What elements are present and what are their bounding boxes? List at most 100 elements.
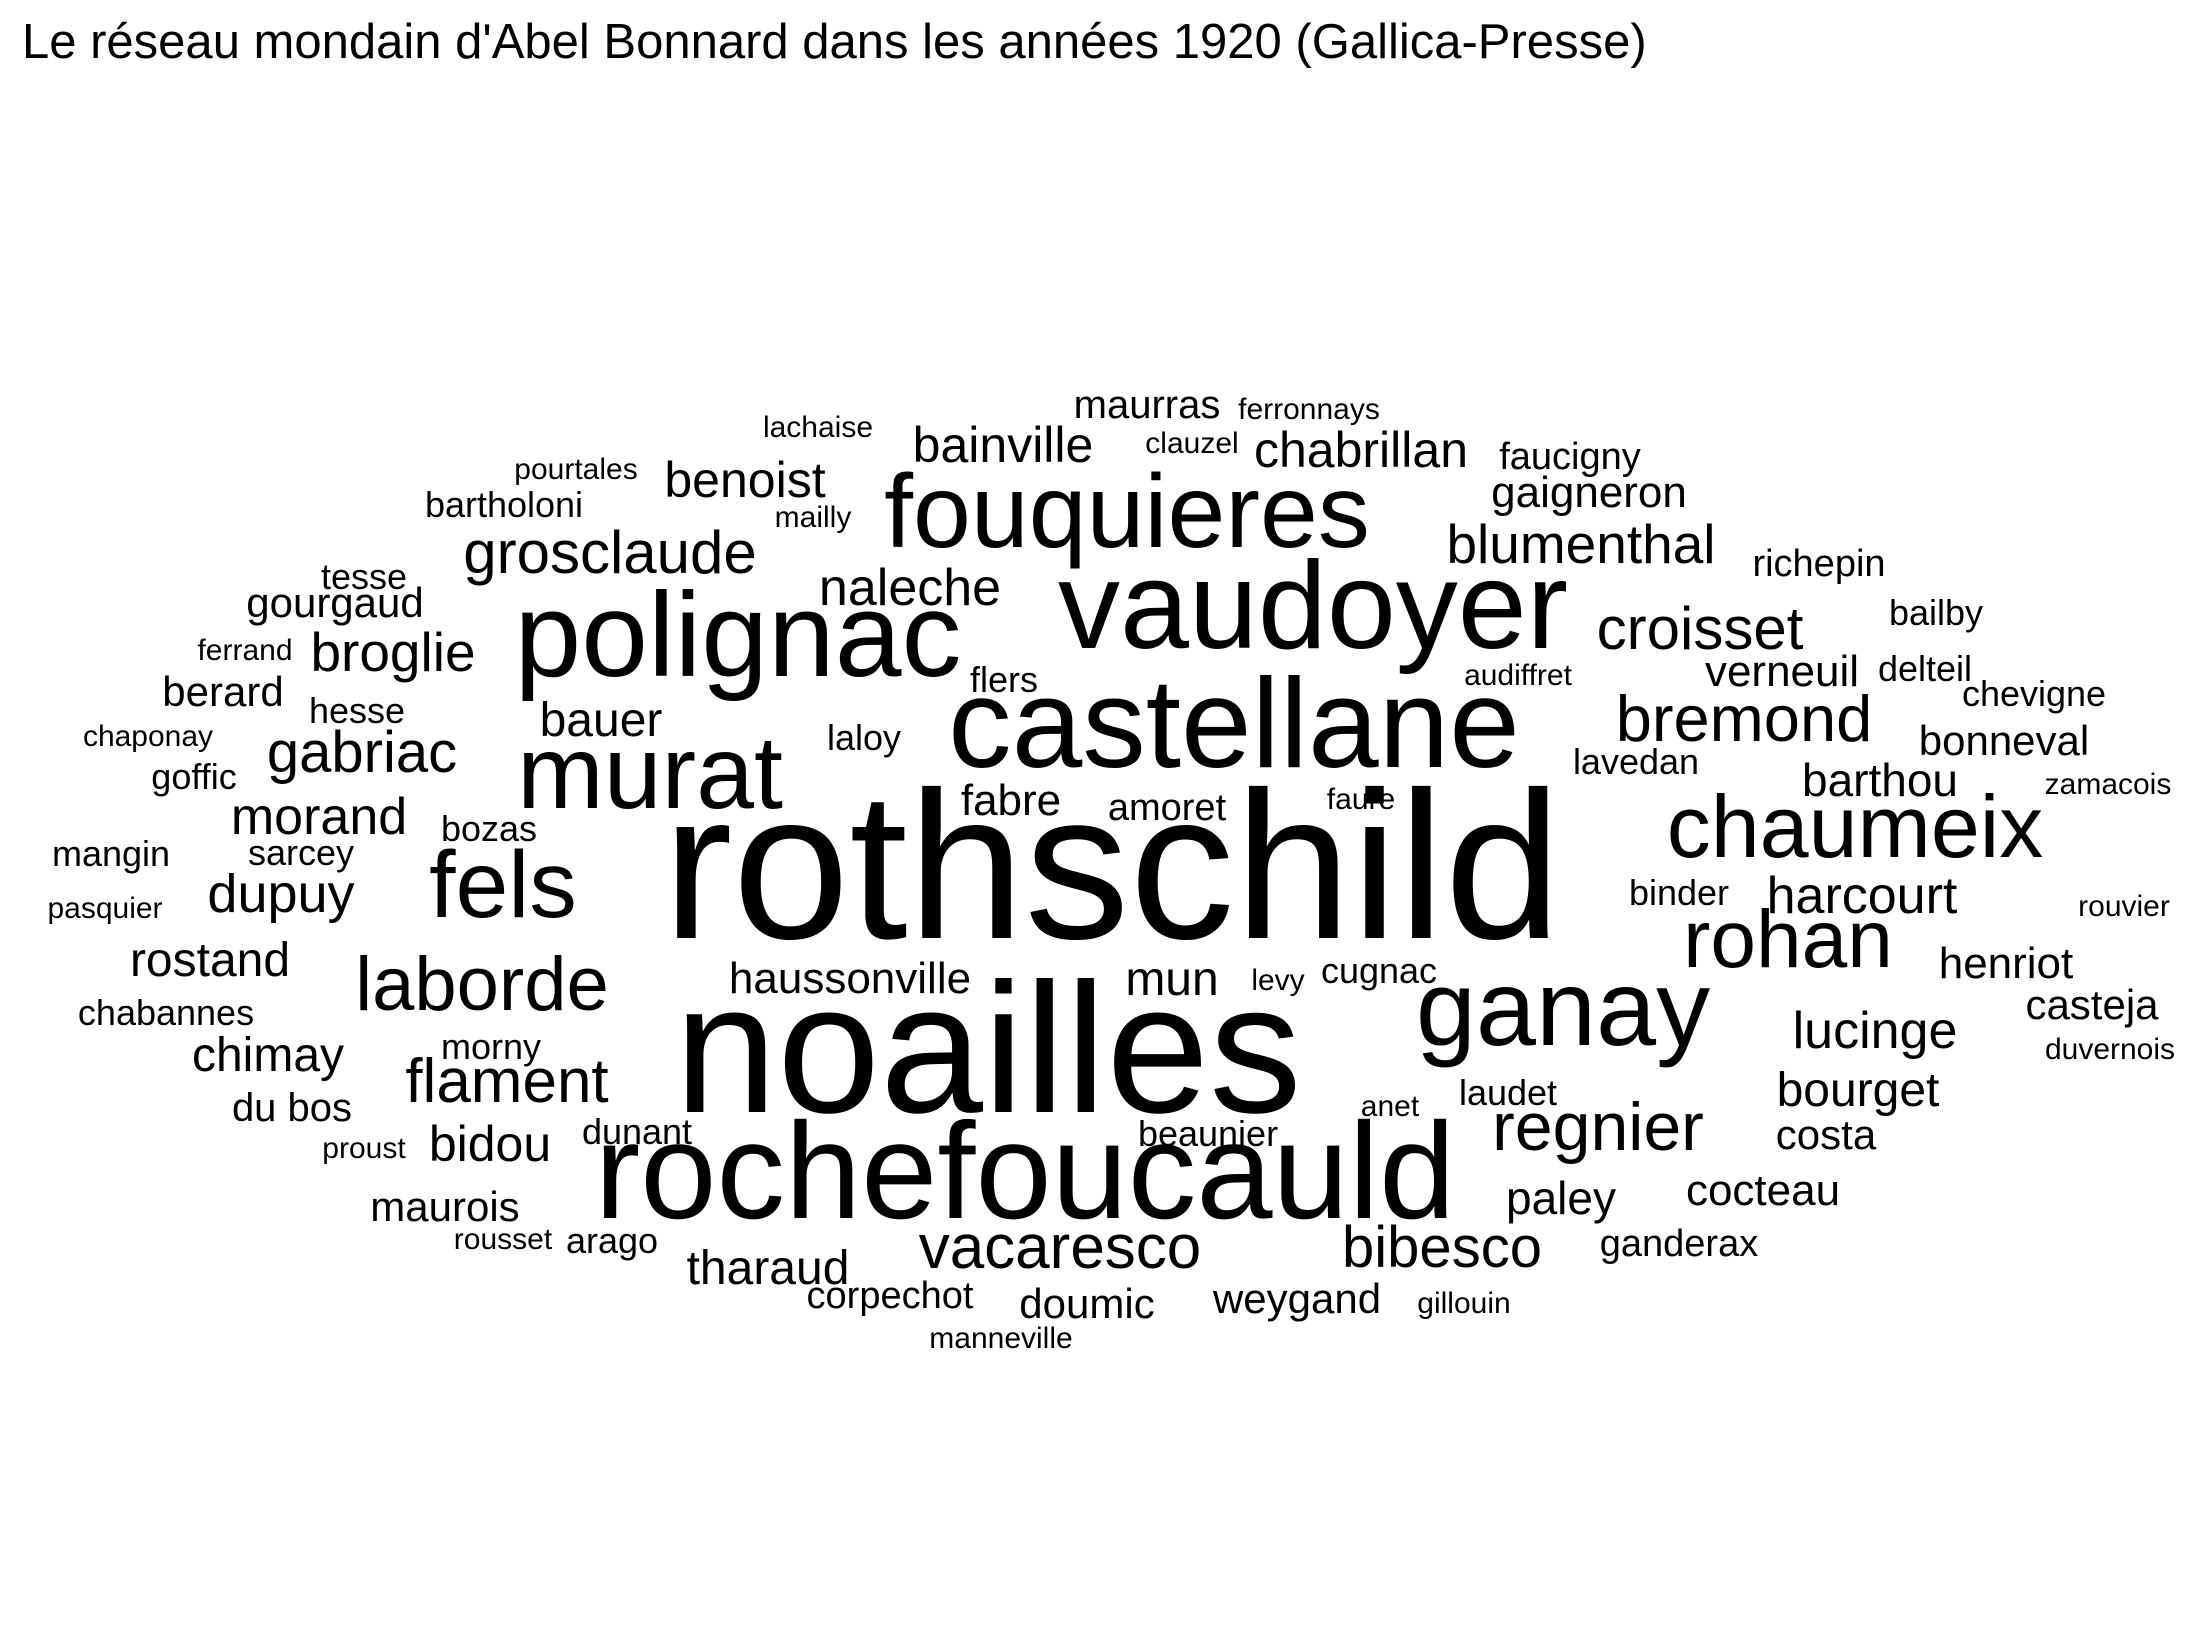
word-du-bos: du bos bbox=[232, 1086, 352, 1130]
word-morny: morny bbox=[441, 1026, 541, 1067]
word-laudet: laudet bbox=[1459, 1072, 1557, 1113]
word-rousset: rousset bbox=[454, 1223, 553, 1256]
word-gourgaud: gourgaud bbox=[246, 579, 424, 626]
word-zamacois: zamacois bbox=[2045, 768, 2172, 801]
word-bainville: bainville bbox=[913, 417, 1094, 473]
word-vaudoyer: vaudoyer bbox=[1058, 537, 1568, 675]
word-duvernois: duvernois bbox=[2045, 1033, 2175, 1066]
word-chimay: chimay bbox=[192, 1029, 344, 1082]
word-bonneval: bonneval bbox=[1919, 717, 2089, 764]
word-haussonville: haussonville bbox=[729, 954, 971, 1003]
word-bauer: bauer bbox=[540, 694, 663, 747]
word-paley: paley bbox=[1506, 1172, 1616, 1224]
word-bibesco: bibesco bbox=[1342, 1215, 1542, 1280]
word-noailles: noailles bbox=[674, 946, 1301, 1152]
word-rostand: rostand bbox=[130, 934, 290, 987]
word-laborde: laborde bbox=[355, 942, 609, 1027]
word-flers: flers bbox=[970, 659, 1038, 700]
word-rohan: rohan bbox=[1683, 894, 1893, 985]
word-fels: fels bbox=[429, 832, 577, 938]
word-chabannes: chabannes bbox=[78, 992, 254, 1033]
word-murat: murat bbox=[517, 715, 783, 831]
word-clauzel: clauzel bbox=[1145, 427, 1238, 460]
word-maurois: maurois bbox=[370, 1183, 519, 1230]
word-costa: costa bbox=[1776, 1111, 1877, 1158]
word-weygand: weygand bbox=[1212, 1275, 1381, 1322]
word-lachaise: lachaise bbox=[763, 411, 873, 444]
word-ferrand: ferrand bbox=[197, 634, 292, 667]
word-maurras: maurras bbox=[1074, 383, 1221, 427]
word-bailby: bailby bbox=[1889, 592, 1983, 633]
word-barthou: barthou bbox=[1802, 754, 1958, 806]
word-pourtales: pourtales bbox=[514, 453, 637, 486]
word-polignac: polignac bbox=[514, 568, 961, 702]
word-henriot: henriot bbox=[1939, 939, 2074, 988]
word-tesse: tesse bbox=[321, 556, 407, 597]
word-amoret: amoret bbox=[1108, 787, 1227, 829]
word-verneuil: verneuil bbox=[1705, 647, 1859, 696]
word-manneville: manneville bbox=[929, 1322, 1072, 1355]
word-harcourt: harcourt bbox=[1767, 867, 1958, 925]
word-mangin: mangin bbox=[52, 833, 170, 874]
word-benoist: benoist bbox=[664, 452, 825, 508]
word-chabrillan: chabrillan bbox=[1254, 422, 1468, 478]
word-dunant: dunant bbox=[582, 1111, 692, 1152]
word-rochefoucauld: rochefoucauld bbox=[595, 1095, 1456, 1248]
word-rouvier: rouvier bbox=[2078, 890, 2170, 923]
word-castellane: castellane bbox=[948, 652, 1520, 794]
word-morand: morand bbox=[231, 788, 407, 846]
word-vacaresco: vacaresco bbox=[919, 1213, 1202, 1282]
word-audiffret: audiffret bbox=[1464, 659, 1573, 692]
word-dupuy: dupuy bbox=[207, 864, 354, 924]
word-chevigne: chevigne bbox=[1962, 673, 2106, 714]
word-gillouin: gillouin bbox=[1417, 1287, 1510, 1320]
word-croisset: croisset bbox=[1597, 595, 1804, 662]
word-cocteau: cocteau bbox=[1686, 1166, 1840, 1215]
word-delteil: delteil bbox=[1878, 648, 1972, 689]
word-bourget: bourget bbox=[1777, 1064, 1940, 1117]
word-mun: mun bbox=[1125, 953, 1218, 1006]
word-naleche: naleche bbox=[819, 559, 1001, 617]
word-gaigneron: gaigneron bbox=[1491, 468, 1687, 517]
word-sarcey: sarcey bbox=[248, 832, 354, 873]
word-beaunier: beaunier bbox=[1138, 1113, 1278, 1154]
word-rothschild: rothschild bbox=[663, 748, 1562, 983]
word-faucigny: faucigny bbox=[1499, 436, 1641, 478]
word-laloy: laloy bbox=[827, 717, 901, 758]
word-goffic: goffic bbox=[151, 756, 236, 797]
word-chaponay: chaponay bbox=[83, 720, 213, 753]
word-lucinge: lucinge bbox=[1793, 1002, 1958, 1060]
word-bremond: bremond bbox=[1616, 682, 1873, 755]
word-levy: levy bbox=[1251, 964, 1304, 997]
word-bozas: bozas bbox=[441, 808, 537, 849]
word-cugnac: cugnac bbox=[1321, 950, 1437, 991]
word-corpechot: corpechot bbox=[807, 1275, 974, 1317]
word-doumic: doumic bbox=[1019, 1280, 1154, 1327]
word-regnier: regnier bbox=[1492, 1089, 1704, 1165]
word-richepin: richepin bbox=[1752, 543, 1885, 585]
word-casteja: casteja bbox=[2025, 981, 2159, 1028]
word-ganay: ganay bbox=[1416, 947, 1710, 1068]
word-arago: arago bbox=[566, 1220, 658, 1261]
word-gabriac: gabriac bbox=[267, 720, 457, 785]
word-anet: anet bbox=[1361, 1090, 1420, 1123]
chart-title: Le réseau mondain d'Abel Bonnard dans le… bbox=[22, 15, 1647, 69]
word-chaumeix: chaumeix bbox=[1667, 777, 2044, 876]
word-hesse: hesse bbox=[309, 690, 405, 731]
word-blumenthal: blumenthal bbox=[1446, 513, 1715, 575]
word-lavedan: lavedan bbox=[1573, 741, 1699, 782]
word-tharaud: tharaud bbox=[687, 1242, 850, 1295]
word-bartholoni: bartholoni bbox=[425, 484, 583, 525]
word-fouquieres: fouquieres bbox=[884, 454, 1370, 570]
word-fabre: fabre bbox=[961, 776, 1061, 825]
word-faure: faure bbox=[1327, 783, 1395, 816]
word-berard: berard bbox=[162, 668, 283, 715]
word-proust: proust bbox=[322, 1132, 406, 1165]
word-broglie: broglie bbox=[310, 621, 475, 683]
word-ferronnays: ferronnays bbox=[1238, 393, 1380, 426]
word-flament: flament bbox=[405, 1047, 608, 1116]
word-pasquier: pasquier bbox=[47, 892, 162, 925]
word-bidou: bidou bbox=[429, 1116, 551, 1172]
word-binder: binder bbox=[1629, 872, 1729, 913]
